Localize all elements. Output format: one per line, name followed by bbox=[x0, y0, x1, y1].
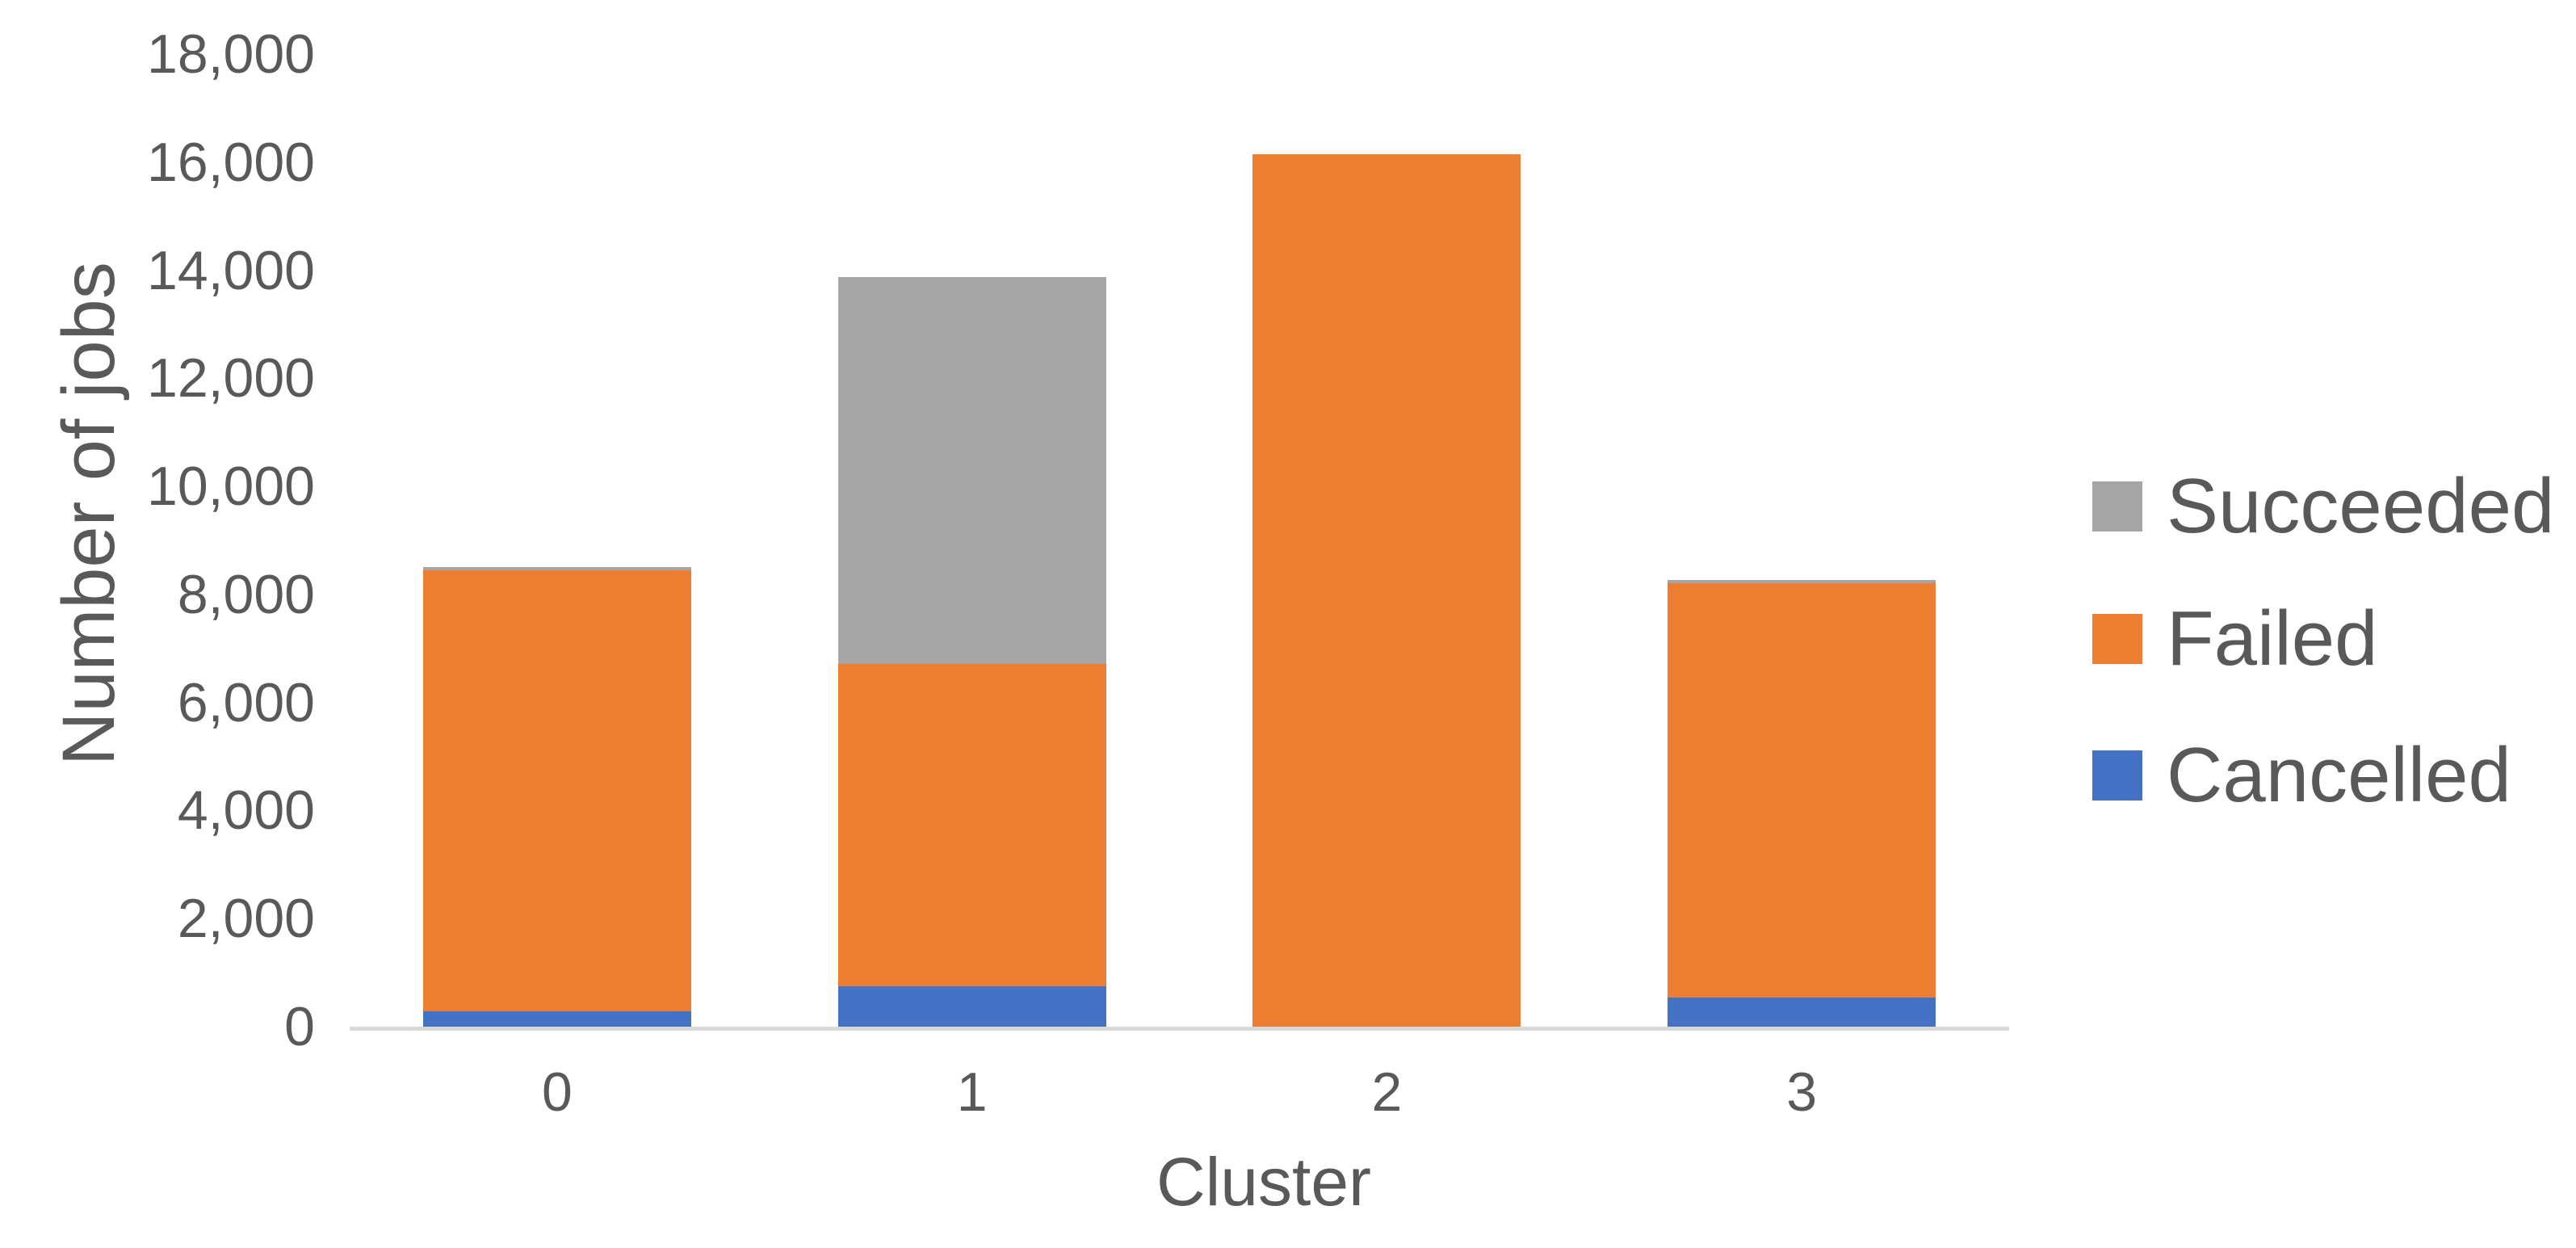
legend-label: Succeeded bbox=[2167, 463, 2555, 549]
y-tick-label: 14,000 bbox=[147, 239, 315, 301]
bar-segment-cancelled-cluster-0 bbox=[422, 1011, 691, 1027]
bar-segment-succeeded-cluster-1 bbox=[837, 276, 1106, 664]
x-tick-label-1: 1 bbox=[956, 1061, 988, 1123]
y-tick-label: 10,000 bbox=[147, 456, 315, 518]
bar-segment-failed-cluster-0 bbox=[422, 570, 691, 1012]
bar-cluster-2 bbox=[1252, 153, 1521, 1027]
legend-swatch-succeeded bbox=[2092, 481, 2142, 532]
legend-label: Failed bbox=[2167, 595, 2378, 682]
bar-segment-succeeded-cluster-0 bbox=[422, 567, 691, 571]
y-tick-label: 12,000 bbox=[147, 347, 315, 410]
x-tick-label-2: 2 bbox=[1371, 1061, 1403, 1123]
x-tick-label-3: 3 bbox=[1786, 1061, 1818, 1123]
bar-cluster-0 bbox=[422, 567, 691, 1027]
y-tick-label: 6,000 bbox=[177, 671, 315, 733]
legend-swatch-failed bbox=[2092, 614, 2142, 664]
x-axis-title: Cluster bbox=[1156, 1144, 1372, 1220]
bar-cluster-3 bbox=[1668, 579, 1936, 1027]
bar-cluster-1 bbox=[837, 276, 1106, 1027]
bar-segment-failed-cluster-3 bbox=[1668, 582, 1936, 998]
y-tick-label: 0 bbox=[284, 996, 315, 1057]
bar-segment-succeeded-cluster-3 bbox=[1668, 579, 1936, 583]
bar-segment-cancelled-cluster-1 bbox=[837, 985, 1106, 1027]
legend-item-succeeded: Succeeded bbox=[2092, 462, 2554, 551]
bar-segment-cancelled-cluster-3 bbox=[1668, 997, 1936, 1027]
x-axis-line bbox=[350, 1027, 2009, 1031]
bar-segment-failed-cluster-1 bbox=[837, 663, 1106, 986]
x-tick-label-0: 0 bbox=[541, 1061, 573, 1123]
legend-item-cancelled: Cancelled bbox=[2092, 731, 2511, 820]
bar-segment-failed-cluster-2 bbox=[1252, 153, 1521, 1027]
y-tick-label: 4,000 bbox=[177, 779, 315, 842]
legend-swatch-cancelled bbox=[2092, 750, 2142, 800]
legend-item-failed: Failed bbox=[2092, 595, 2377, 683]
y-tick-label: 18,000 bbox=[147, 23, 315, 85]
y-tick-label: 8,000 bbox=[177, 563, 315, 625]
y-tick-label: 16,000 bbox=[147, 131, 315, 193]
y-tick-label: 2,000 bbox=[177, 888, 315, 950]
legend-label: Cancelled bbox=[2167, 732, 2511, 818]
